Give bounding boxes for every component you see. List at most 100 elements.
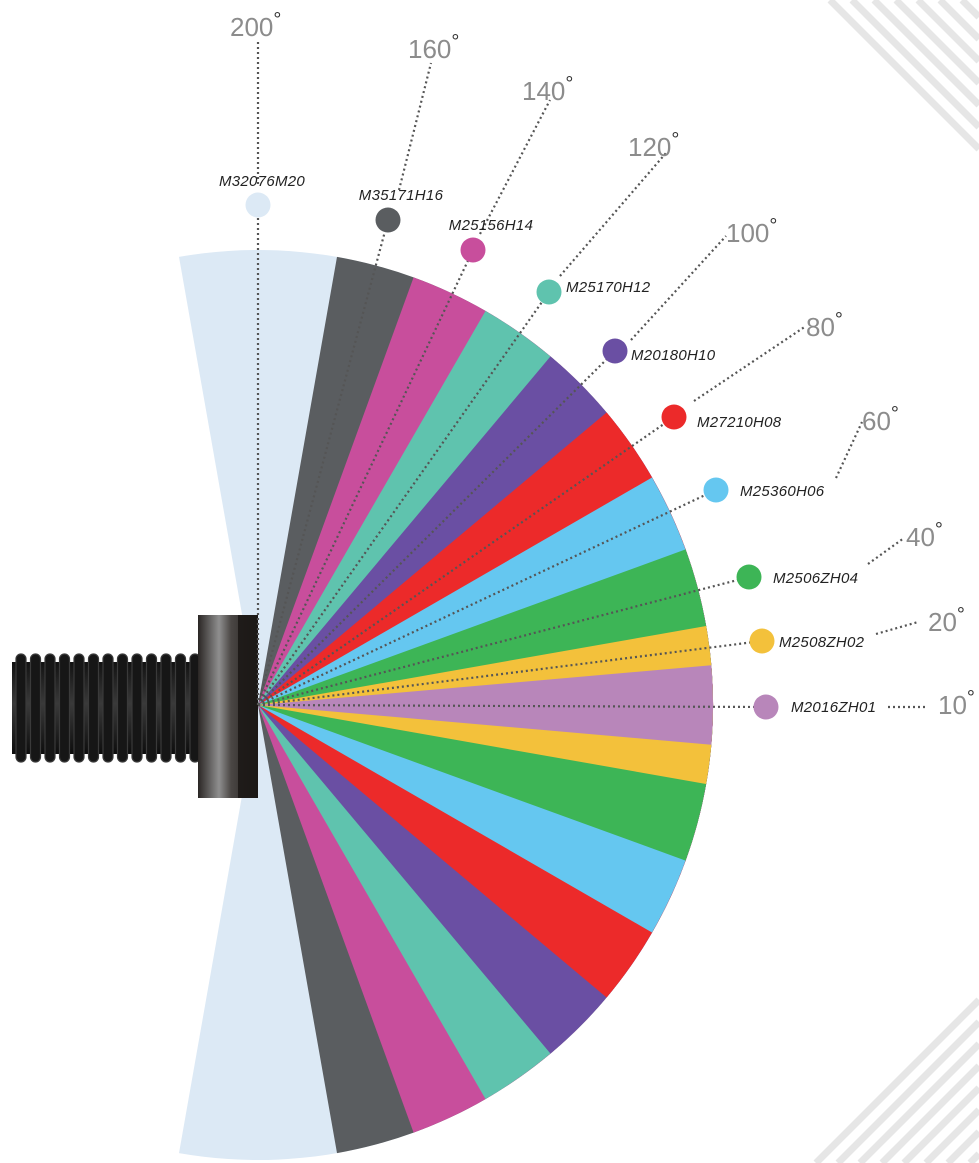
leader-line-M25360H06 (257, 489, 717, 706)
angle-tail-M35171H16 (397, 62, 433, 191)
hinge-code-label: M35171H16 (359, 187, 444, 204)
angle-number: 80 (806, 312, 835, 342)
marker-dot-M35171H16 (375, 207, 401, 233)
angle-value-label: 160° (408, 31, 459, 64)
marker-dot-M32076M20 (245, 192, 271, 218)
angle-number: 120 (628, 132, 671, 162)
leader-line-M27210H08 (257, 416, 675, 706)
spring-coil (102, 653, 114, 763)
stripe (827, 0, 979, 152)
hinge-code-label: M25156H14 (449, 217, 533, 234)
angle-number: 10 (938, 690, 967, 720)
angle-number: 100 (726, 218, 769, 248)
angle-number: 60 (862, 406, 891, 436)
marker-dot-M2506ZH04 (736, 564, 762, 590)
marker-dot-M2016ZH01 (753, 694, 779, 720)
degree-sign: ° (671, 129, 679, 151)
angle-value-label: 20° (928, 604, 965, 637)
degree-sign: ° (891, 403, 899, 425)
degree-sign: ° (957, 604, 965, 626)
stripe (849, 0, 979, 130)
angle-value-label: 120° (628, 129, 679, 162)
angle-value-label: 60° (862, 403, 899, 436)
marker-dot-M27210H08 (661, 404, 687, 430)
degree-sign: ° (935, 519, 943, 541)
leader-lines (256, 40, 928, 709)
hinge-spring-coils (15, 653, 201, 763)
spring-coil (145, 653, 158, 763)
hinge-code-label: M32076M20 (219, 173, 305, 190)
degree-sign: ° (565, 73, 573, 95)
leader-line-M25170H12 (257, 291, 550, 706)
degree-sign: ° (273, 9, 281, 31)
angle-number: 40 (906, 522, 935, 552)
spring-coil (73, 653, 85, 763)
degree-sign: ° (451, 31, 459, 53)
spring-coil (87, 653, 100, 763)
stripe (813, 997, 979, 1163)
stripe (915, 0, 979, 64)
marker-dot-M25360H06 (703, 477, 729, 503)
angle-value-label: 80° (806, 309, 843, 342)
decorative-stripes-top (827, 0, 979, 152)
stripe (923, 1107, 979, 1163)
stripe (879, 1063, 979, 1163)
degree-sign: ° (835, 309, 843, 331)
hinge-code-label: M2508ZH02 (779, 634, 865, 651)
angle-number: 200 (230, 12, 273, 42)
angle-number: 20 (928, 607, 957, 637)
degree-sign: ° (967, 687, 975, 709)
spring-coil (44, 653, 56, 763)
angle-value-label: 100° (726, 215, 777, 248)
stripe (857, 1041, 979, 1163)
angle-tail-M25360H06 (835, 421, 863, 479)
angle-value-label: 10° (938, 687, 975, 720)
angle-tail-M2506ZH04 (867, 537, 905, 565)
spring-coil (15, 653, 27, 763)
stripe (967, 1151, 979, 1163)
angle-number: 160 (408, 34, 451, 64)
angle-value-label: 140° (522, 73, 573, 106)
angle-tail-M2508ZH02 (875, 620, 919, 636)
angle-value-label: 200° (230, 9, 281, 42)
hinge-code-label: M25360H06 (740, 483, 825, 500)
stripe (901, 1085, 979, 1163)
marker-dot-M25156H14 (460, 237, 486, 263)
hinge-code-label: M2016ZH01 (791, 699, 876, 716)
stripe (937, 0, 979, 42)
marker-dot-M20180H10 (602, 338, 628, 364)
stripe (871, 0, 979, 108)
marker-dot-M25170H12 (536, 279, 562, 305)
angle-tail-M25156H14 (479, 99, 551, 235)
hinge-code-label: M27210H08 (697, 414, 782, 431)
hinge-code-label: M25170H12 (566, 279, 651, 296)
hinge-code-label: M2506ZH04 (773, 570, 858, 587)
angle-wedge-M2016ZH01 (258, 665, 714, 745)
angle-tail-M20180H10 (630, 235, 727, 341)
spring-coil (116, 653, 129, 763)
degree-sign: ° (769, 215, 777, 237)
spring-coil (58, 653, 71, 763)
spring-coil (131, 653, 143, 763)
angle-number: 140 (522, 76, 565, 106)
spring-coil (174, 653, 187, 763)
decorative-stripes-bottom (813, 997, 979, 1163)
hinge-cap-edge (238, 615, 258, 798)
stripe (893, 0, 979, 86)
leader-line-M20180H10 (257, 350, 616, 706)
spring-coil (160, 653, 172, 763)
hinge-code-label: M20180H10 (631, 347, 716, 364)
spring-coil (29, 653, 42, 763)
hinge-markers: M2016ZH01 10°M2508ZH0220°M2506ZH0440°M253… (219, 9, 975, 720)
stripe (959, 0, 979, 20)
marker-dot-M2508ZH02 (749, 628, 775, 654)
opening-angle-fan (179, 250, 714, 1160)
angle-tail-M25170H12 (559, 152, 667, 277)
leader-line-M25156H14 (257, 249, 474, 706)
hinge-cylinder-icon (12, 615, 258, 798)
leader-line-M35171H16 (256, 219, 390, 706)
stripe (835, 1019, 979, 1163)
angle-value-label: 40° (906, 519, 943, 552)
stripe (945, 1129, 979, 1163)
